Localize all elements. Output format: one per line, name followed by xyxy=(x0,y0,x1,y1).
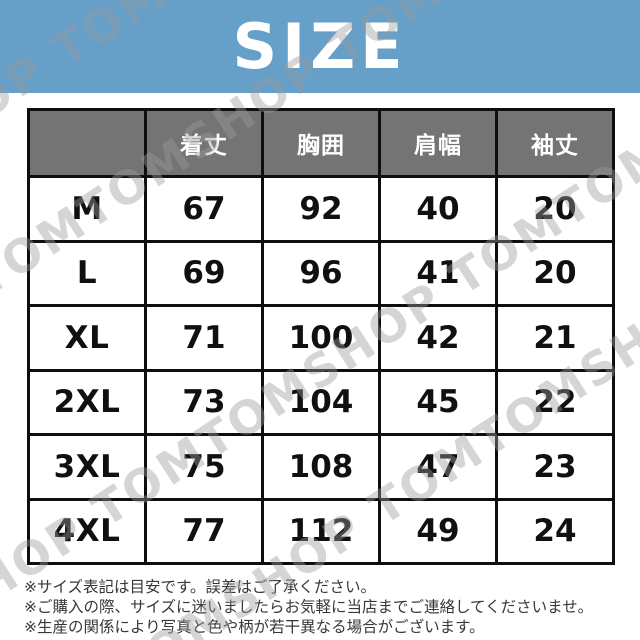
note-line: ※サイズ表記は目安です。誤差はご了承ください。 xyxy=(24,579,376,596)
note-line: ※生産の関係により写真と色や柄が若干異なる場合がございます。 xyxy=(24,619,485,636)
value-cell: 42 xyxy=(381,307,495,369)
size-label-cell: M xyxy=(30,178,144,240)
value-cell: 22 xyxy=(498,371,612,433)
column-header-cell: 袖丈 xyxy=(498,111,612,175)
value-cell: 67 xyxy=(147,178,261,240)
value-cell: 75 xyxy=(147,436,261,498)
size-table: 着丈 胸囲 肩幅 袖丈 M 67 92 40 20 L 69 96 41 20 XL 71 100 42 21 2XL… xyxy=(27,108,615,565)
value-cell: 47 xyxy=(381,436,495,498)
value-cell: 40 xyxy=(381,178,495,240)
column-header-cell: 着丈 xyxy=(147,111,261,175)
value-cell: 77 xyxy=(147,500,261,562)
value-cell: 24 xyxy=(498,500,612,562)
value-cell: 96 xyxy=(264,242,378,304)
size-label-cell: XL xyxy=(30,307,144,369)
value-cell: 20 xyxy=(498,178,612,240)
value-cell: 49 xyxy=(381,500,495,562)
table-corner-cell xyxy=(30,111,144,175)
value-cell: 23 xyxy=(498,436,612,498)
size-notes: ※サイズ表記は目安です。誤差はご了承ください。 ※ご購入の際、サイズに迷いましたら… xyxy=(24,578,636,638)
value-cell: 45 xyxy=(381,371,495,433)
value-cell: 104 xyxy=(264,371,378,433)
size-label-cell: 3XL xyxy=(30,436,144,498)
size-banner: SIZE xyxy=(0,0,640,93)
value-cell: 108 xyxy=(264,436,378,498)
size-banner-title: SIZE xyxy=(232,9,408,83)
value-cell: 69 xyxy=(147,242,261,304)
size-label-cell: 4XL xyxy=(30,500,144,562)
value-cell: 92 xyxy=(264,178,378,240)
value-cell: 41 xyxy=(381,242,495,304)
column-header-cell: 胸囲 xyxy=(264,111,378,175)
value-cell: 100 xyxy=(264,307,378,369)
size-label-cell: L xyxy=(30,242,144,304)
note-line: ※ご購入の際、サイズに迷いましたらお気軽に当店までご連絡してくださいませ。 xyxy=(24,599,594,616)
value-cell: 112 xyxy=(264,500,378,562)
column-header-cell: 肩幅 xyxy=(381,111,495,175)
value-cell: 21 xyxy=(498,307,612,369)
size-label-cell: 2XL xyxy=(30,371,144,433)
value-cell: 71 xyxy=(147,307,261,369)
value-cell: 73 xyxy=(147,371,261,433)
value-cell: 20 xyxy=(498,242,612,304)
